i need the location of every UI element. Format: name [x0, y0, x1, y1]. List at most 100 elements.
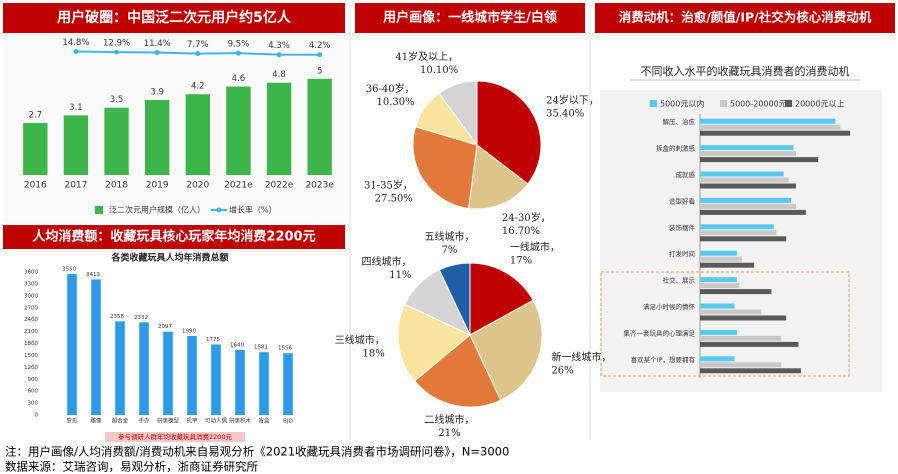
- y-tick-label: 0: [35, 413, 39, 419]
- header-band: [3, 3, 345, 33]
- pie-value: 11%: [389, 270, 411, 281]
- bar: [283, 353, 293, 415]
- bar: [145, 100, 170, 175]
- pie-slice: [469, 299, 543, 401]
- value-label: 11.4%: [144, 39, 171, 49]
- x-tick-label: 变形: [66, 417, 78, 425]
- chart-title: 用户破圈：中国泛二次元用户约5亿人: [57, 9, 292, 26]
- bar: [700, 236, 787, 242]
- legend-swatch: [216, 207, 222, 213]
- value-label: 5: [317, 66, 322, 76]
- bar: [700, 203, 796, 209]
- y-tick-label: 900: [28, 377, 39, 383]
- legend-label: 20000元以上: [795, 100, 844, 109]
- bar: [23, 123, 48, 175]
- bar: [115, 321, 125, 415]
- value-label: 2.7: [29, 111, 43, 121]
- value-label: 4.2: [191, 82, 205, 92]
- bar: [700, 183, 796, 189]
- bar: [700, 277, 737, 283]
- x-tick-label: 盲盒: [258, 417, 270, 425]
- footer-source: 数据来源：艾瑞咨询，易观分析，浙商证券研究所: [5, 460, 258, 474]
- y-tick-label: 成就感: [676, 170, 696, 179]
- highlight-box: [600, 271, 850, 377]
- y-tick-label: 1800: [24, 341, 38, 347]
- bar: [700, 177, 789, 183]
- y-tick-label: 3000: [24, 293, 38, 299]
- bar: [139, 322, 149, 415]
- chart-subtitle: 各类收藏玩具人均年消费总额: [110, 252, 228, 264]
- bar: [700, 130, 851, 136]
- bar: [259, 352, 269, 415]
- pie-value: 7%: [442, 245, 458, 256]
- x-tick-label: 2023e: [305, 181, 334, 191]
- x-tick-label: 机甲: [186, 417, 197, 425]
- legend-label: 5000元以内: [660, 99, 704, 109]
- bar: [67, 273, 77, 415]
- pie-slice: [397, 303, 471, 382]
- pie-value: 35.40%: [546, 108, 584, 119]
- chart-title: 消费动机：治愈/颜值/IP/社交为核心消费动机: [619, 10, 872, 25]
- x-tick-label: 雕像: [90, 417, 102, 425]
- bar: [700, 303, 735, 309]
- x-tick-label: 2020: [186, 181, 209, 191]
- pie-label: 新一线城市，: [551, 351, 611, 364]
- chart-title: 人均消费额：收藏玩具核心玩家年均消费2200元: [32, 229, 315, 245]
- bar: [700, 289, 772, 295]
- y-tick-label: 2100: [24, 329, 38, 335]
- value-label: 1581: [254, 345, 268, 351]
- x-tick-label: 拼装积木: [229, 417, 252, 425]
- x-tick-label: 2016: [24, 181, 47, 191]
- pie-slice: [476, 80, 542, 185]
- chart-title: 用户画像：一线城市学生/白领: [382, 10, 557, 26]
- legend-swatch: [785, 100, 792, 107]
- y-tick-label: 2700: [24, 305, 38, 311]
- bar: [700, 171, 784, 177]
- pie-label: 41岁及以上，: [395, 50, 458, 63]
- pie-label: 24-30岁，: [502, 211, 551, 224]
- y-tick-label: 300: [28, 401, 39, 407]
- bar: [700, 118, 836, 124]
- pie-slice: [412, 126, 478, 210]
- pie-label: 五线城市，: [424, 230, 474, 243]
- legend-label: 5000-20000元: [730, 100, 787, 109]
- bar: [700, 230, 777, 236]
- bar: [700, 157, 819, 163]
- bar: [700, 283, 740, 289]
- pie-slice: [468, 144, 529, 210]
- pie-value: 26%: [551, 366, 573, 377]
- value-label: 3.5: [110, 95, 124, 105]
- bar: [185, 94, 210, 175]
- value-label: 4.8: [272, 70, 286, 80]
- bar: [700, 335, 782, 341]
- pie-label: 三线城市，: [335, 333, 385, 346]
- bar: [700, 356, 735, 362]
- bar: [700, 309, 762, 315]
- pie-slice: [438, 80, 478, 147]
- panel-bg: [3, 32, 345, 222]
- bar: [700, 224, 774, 230]
- bar: [700, 250, 737, 256]
- pie-slice: [413, 334, 502, 408]
- bar: [700, 256, 742, 262]
- bar: [211, 344, 221, 415]
- y-tick-label: 社交、展示: [663, 276, 696, 285]
- bar: [63, 115, 89, 175]
- pie-slice: [438, 262, 471, 336]
- value-label: 7.7%: [187, 40, 209, 50]
- y-tick-label: 装饰摆件: [669, 223, 696, 232]
- x-tick-label: 2022e: [265, 181, 294, 191]
- value-label: 3.9: [150, 88, 164, 98]
- value-label: 1775: [206, 337, 220, 343]
- pie-label: 36-40岁，: [366, 82, 415, 95]
- line: [75, 50, 320, 56]
- bar: [700, 362, 782, 368]
- y-tick-label: 2400: [24, 317, 38, 323]
- bar: [700, 262, 755, 268]
- legend-label: 增长率（%）: [229, 205, 277, 215]
- bar: [700, 315, 787, 321]
- pie-value: 17%: [510, 256, 532, 267]
- pie-value: 10.30%: [376, 97, 414, 108]
- bar: [700, 341, 799, 347]
